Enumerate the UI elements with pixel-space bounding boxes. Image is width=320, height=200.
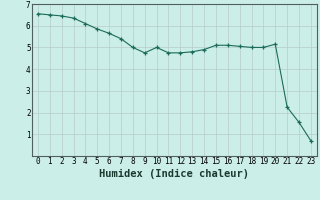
X-axis label: Humidex (Indice chaleur): Humidex (Indice chaleur) [100, 169, 249, 179]
